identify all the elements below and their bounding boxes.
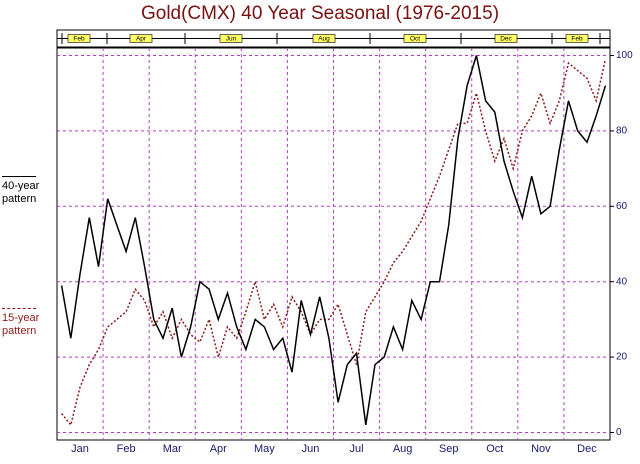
x-tick-label: Apr	[210, 443, 227, 455]
x-tick-label: Dec	[577, 443, 597, 455]
timeline-box	[312, 34, 336, 43]
x-tick-label: Feb	[117, 443, 136, 455]
timeline-label: Apr	[136, 36, 147, 43]
timeline-label: Feb	[571, 36, 583, 43]
series-line	[61, 59, 607, 427]
legend-swatch	[2, 176, 36, 177]
series-line	[60, 55, 607, 426]
x-tick-label: Sep	[439, 443, 459, 455]
x-tick-label: Jul	[350, 443, 364, 455]
x-tick-label: Jun	[302, 443, 320, 455]
x-tick-label: Aug	[393, 443, 413, 455]
legend-swatch	[2, 308, 36, 309]
x-tick-label: Oct	[486, 443, 503, 455]
x-tick-label: Nov	[531, 443, 551, 455]
timeline-box	[403, 34, 427, 43]
timeline-label: Jun	[226, 36, 237, 43]
x-tick-label: May	[254, 443, 275, 455]
y-tick-label: 0	[616, 427, 622, 438]
y-tick-label: 20	[616, 352, 628, 363]
chart-title: Gold(CMX) 40 Year Seasonal (1976-2015)	[141, 3, 499, 24]
timeline-label: Oct	[410, 36, 420, 43]
legend-entry: 40-year pattern	[2, 176, 52, 206]
timeline-box	[494, 34, 518, 43]
y-tick-label: 40	[616, 276, 628, 287]
y-tick-label: 100	[616, 50, 633, 61]
timeline-box	[565, 34, 589, 43]
legend-label: 40-year pattern	[2, 180, 40, 205]
timeline-box	[67, 34, 91, 43]
y-tick-label: 80	[616, 126, 628, 137]
timeline-label: Dec	[500, 36, 512, 43]
legend-label: 15-year pattern	[2, 312, 40, 337]
timeline-box	[129, 34, 153, 43]
y-tick-label: 60	[616, 201, 628, 212]
timeline-label: Aug	[318, 36, 330, 43]
legend-entry: 15-year pattern	[2, 308, 52, 338]
x-tick-label: Jan	[71, 443, 89, 455]
x-tick-label: Mar	[163, 443, 182, 455]
timeline-label: Feb	[73, 36, 85, 43]
timeline-box	[219, 34, 243, 43]
